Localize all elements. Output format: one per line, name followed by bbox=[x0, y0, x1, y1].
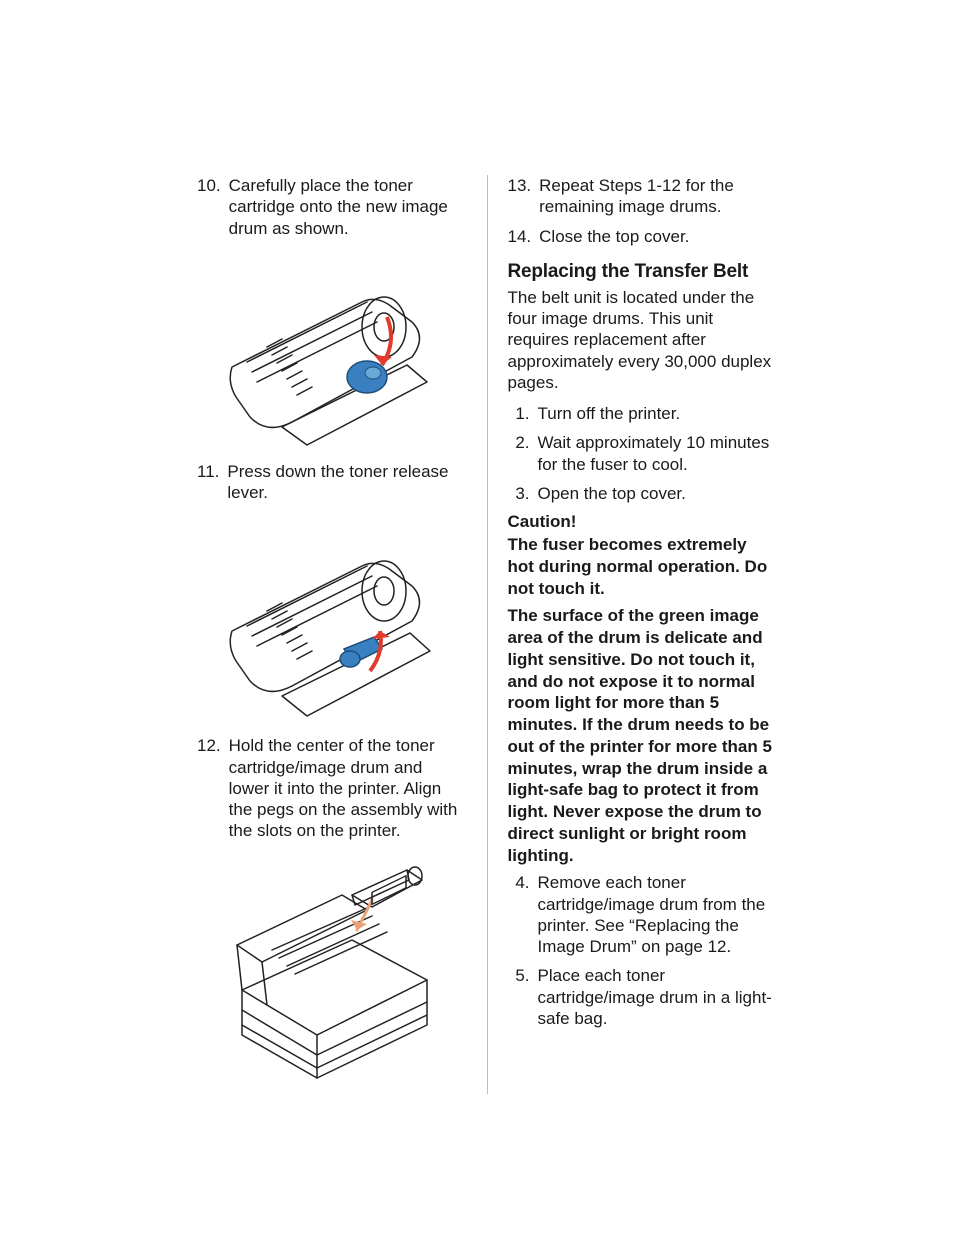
step-number: 14. bbox=[508, 226, 540, 247]
right-steps-b: 1. Turn off the printer. 2. Wait approxi… bbox=[508, 403, 778, 504]
step-text: Place each toner cartridge/image drum in… bbox=[538, 965, 778, 1029]
page: 10. Carefully place the toner cartridge … bbox=[197, 175, 777, 1094]
toner-place-icon bbox=[212, 247, 452, 447]
step-number: 2. bbox=[508, 432, 538, 475]
step-number: 13. bbox=[508, 175, 540, 218]
figure-printer-insert bbox=[197, 850, 467, 1080]
step-number: 10. bbox=[197, 175, 229, 239]
step-11: 11. Press down the toner release lever. bbox=[197, 461, 467, 504]
step-number: 4. bbox=[508, 872, 538, 957]
step-5: 5. Place each toner cartridge/image drum… bbox=[508, 965, 778, 1029]
step-text: Turn off the printer. bbox=[538, 403, 778, 424]
step-text: Close the top cover. bbox=[539, 226, 777, 247]
section-body: The belt unit is located under the four … bbox=[508, 287, 778, 393]
toner-lever-icon bbox=[212, 511, 452, 721]
step-2: 2. Wait approximately 10 minutes for the… bbox=[508, 432, 778, 475]
left-steps-2: 11. Press down the toner release lever. bbox=[197, 461, 467, 504]
step-text: Wait approximately 10 minutes for the fu… bbox=[538, 432, 778, 475]
step-text: Repeat Steps 1-12 for the remaining imag… bbox=[539, 175, 777, 218]
left-column: 10. Carefully place the toner cartridge … bbox=[197, 175, 467, 1094]
step-12: 12. Hold the center of the toner cartrid… bbox=[197, 735, 467, 841]
step-4: 4. Remove each toner cartridge/image dru… bbox=[508, 872, 778, 957]
step-number: 3. bbox=[508, 483, 538, 504]
right-steps-a: 13. Repeat Steps 1-12 for the remaining … bbox=[508, 175, 778, 247]
step-text: Open the top cover. bbox=[538, 483, 778, 504]
caution-text-1: The fuser becomes extremely hot during n… bbox=[508, 534, 778, 599]
step-text: Carefully place the toner cartridge onto… bbox=[229, 175, 467, 239]
step-14: 14. Close the top cover. bbox=[508, 226, 778, 247]
step-number: 1. bbox=[508, 403, 538, 424]
step-number: 12. bbox=[197, 735, 229, 841]
right-steps-c: 4. Remove each toner cartridge/image dru… bbox=[508, 872, 778, 1029]
step-10: 10. Carefully place the toner cartridge … bbox=[197, 175, 467, 239]
caution-heading: Caution! bbox=[508, 512, 778, 532]
step-number: 5. bbox=[508, 965, 538, 1029]
step-text: Remove each toner cartridge/image drum f… bbox=[538, 872, 778, 957]
step-3: 3. Open the top cover. bbox=[508, 483, 778, 504]
section-title: Replacing the Transfer Belt bbox=[508, 261, 778, 283]
left-steps: 10. Carefully place the toner cartridge … bbox=[197, 175, 467, 239]
step-number: 11. bbox=[197, 461, 227, 504]
step-13: 13. Repeat Steps 1-12 for the remaining … bbox=[508, 175, 778, 218]
printer-insert-icon bbox=[217, 850, 447, 1080]
figure-toner-lever bbox=[197, 511, 467, 721]
column-divider bbox=[487, 175, 488, 1094]
step-1: 1. Turn off the printer. bbox=[508, 403, 778, 424]
figure-toner-place bbox=[197, 247, 467, 447]
step-text: Press down the toner release lever. bbox=[227, 461, 466, 504]
step-text: Hold the center of the toner cartridge/i… bbox=[229, 735, 467, 841]
right-column: 13. Repeat Steps 1-12 for the remaining … bbox=[508, 175, 778, 1094]
caution-text-2: The surface of the green image area of t… bbox=[508, 605, 778, 866]
left-steps-3: 12. Hold the center of the toner cartrid… bbox=[197, 735, 467, 841]
